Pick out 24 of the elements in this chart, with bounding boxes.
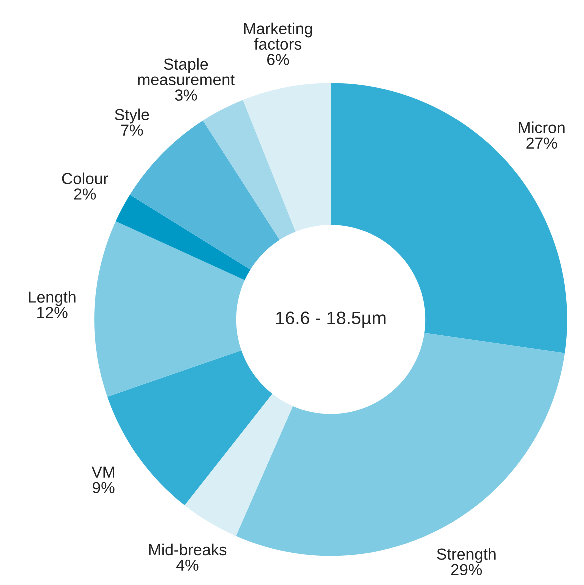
slice-label: Style (115, 108, 150, 124)
data-label: 6% (267, 54, 290, 66)
data-label: 7% (121, 124, 144, 136)
donut-slice (243, 83, 332, 232)
slice-label: Colour (62, 172, 108, 184)
data-label: 27% (526, 138, 558, 149)
slice-label: Marketing factors (244, 22, 312, 50)
data-label: 12% (38, 307, 68, 318)
data-label: 9% (92, 482, 115, 494)
slice-label: Mid-breaks (150, 544, 227, 556)
slice-label: VM (92, 466, 114, 478)
donut-slice (116, 195, 251, 280)
slice-label: Staple measurement (138, 58, 235, 86)
donut-slice (203, 100, 296, 240)
data-label: 29% (451, 564, 482, 576)
slice-label: Length (29, 291, 76, 306)
slice-label: Strength (437, 548, 496, 564)
data-label: 3% (175, 90, 198, 101)
text: 16.6 - 18.5µm (276, 312, 386, 328)
data-label: 4% (176, 560, 199, 572)
slice-label: Micron (519, 122, 565, 134)
donut-slice (94, 221, 245, 398)
donut-slice (184, 394, 294, 536)
data-label: 2% (74, 188, 96, 200)
